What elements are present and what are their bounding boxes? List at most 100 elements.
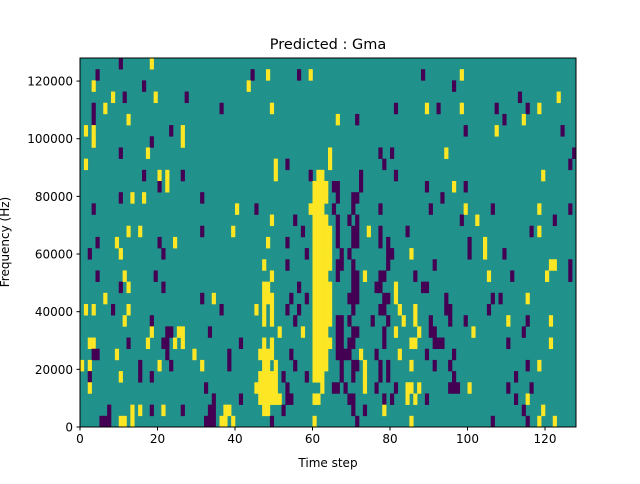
heatmap-cell-low	[227, 348, 232, 361]
heatmap-cell-low	[382, 326, 387, 338]
heatmap-cell-high	[366, 225, 371, 238]
heatmap-cell-high	[273, 393, 278, 405]
heatmap-cell-low	[111, 304, 116, 316]
heatmap-cell-high	[157, 359, 162, 372]
heatmap-cell-low	[448, 382, 453, 394]
heatmap-cell-low	[157, 181, 162, 193]
heatmap-cell-low	[331, 203, 337, 215]
heatmap-cell-high	[413, 304, 418, 316]
heatmap-cell-low	[347, 393, 352, 405]
heatmap-cell-low	[351, 259, 356, 271]
heatmap-cell-low	[517, 91, 523, 104]
heatmap-cell-high	[401, 315, 406, 327]
heatmap-cell-high	[316, 371, 321, 383]
heatmap-cell-low	[486, 304, 492, 316]
heatmap-cell-high	[324, 304, 329, 316]
heatmap-cell-high	[254, 304, 259, 316]
heatmap-cell-high	[312, 214, 317, 227]
heatmap-cell-low	[452, 371, 457, 383]
heatmap-cell-high	[262, 393, 267, 405]
heatmap-cell-low	[490, 292, 495, 305]
heatmap-cell-low	[506, 382, 511, 394]
heatmap-cell-high	[409, 415, 414, 428]
heatmap-cell-high	[231, 225, 236, 238]
heatmap-cell-high	[320, 203, 325, 215]
heatmap-cell-high	[246, 80, 251, 92]
heatmap-cell-high	[269, 371, 275, 383]
heatmap-cell-low	[552, 214, 557, 227]
heatmap-cell-low	[421, 69, 426, 81]
heatmap-cell-low	[502, 113, 507, 126]
heatmap-cell-high	[122, 415, 127, 428]
heatmap-cell-low	[335, 225, 340, 238]
heatmap-cell-low	[529, 382, 534, 394]
heatmap-cell-high	[537, 225, 542, 238]
x-tick-label: 20	[150, 432, 165, 446]
heatmap-cell-high	[227, 404, 232, 417]
heatmap-cell-low	[382, 270, 387, 282]
heatmap-cell-low	[390, 393, 395, 405]
heatmap-cell-high	[266, 236, 271, 249]
heatmap-cell-low	[153, 270, 158, 282]
heatmap-cell-low	[514, 393, 519, 405]
heatmap-cell-high	[506, 315, 511, 327]
heatmap-cell-low	[390, 147, 395, 159]
heatmap-cell-high	[122, 315, 127, 327]
heatmap-cell-high	[312, 359, 317, 372]
heatmap-cell-high	[541, 404, 546, 417]
heatmap-cell-low	[149, 315, 154, 327]
heatmap-cell-low	[207, 415, 213, 428]
heatmap-cell-high	[320, 236, 325, 249]
heatmap-cell-high	[258, 371, 263, 383]
heatmap-cell-low	[355, 225, 360, 238]
heatmap-cell-low	[374, 382, 379, 394]
heatmap-cell-low	[347, 337, 352, 350]
heatmap-cell-low	[335, 214, 340, 227]
heatmap-cell-high	[324, 326, 329, 338]
heatmap-cell-high	[87, 359, 92, 372]
heatmap-cell-low	[463, 181, 468, 193]
heatmap-cell-high	[316, 169, 321, 182]
heatmap-cell-high	[548, 337, 554, 350]
heatmap-cell-low	[440, 337, 445, 350]
heatmap-cell-high	[145, 147, 151, 159]
heatmap-cell-high	[393, 281, 399, 294]
heatmap-cell-high	[320, 337, 325, 350]
heatmap-cell-high	[273, 382, 278, 394]
heatmap-cell-high	[312, 415, 317, 428]
heatmap-cell-high	[328, 337, 333, 350]
heatmap-cell-high	[312, 236, 317, 249]
heatmap-cell-high	[111, 91, 116, 104]
heatmap-cell-high	[316, 337, 321, 350]
heatmap-cell-low	[335, 236, 340, 249]
heatmap-cell-low	[424, 181, 430, 193]
heatmap-cell-high	[122, 270, 127, 282]
heatmap-cell-low	[355, 270, 360, 282]
heatmap-cell-high	[483, 248, 488, 260]
heatmap-cell-high	[269, 214, 275, 227]
heatmap-cell-low	[355, 359, 360, 372]
heatmap-cell-high	[328, 225, 333, 238]
heatmap-cell-high	[312, 326, 317, 338]
heatmap-cell-low	[149, 371, 154, 383]
heatmap-cell-low	[87, 371, 92, 383]
heatmap-cell-low	[355, 236, 360, 249]
heatmap-cell-high	[545, 270, 550, 282]
y-tick-label: 80000	[35, 190, 73, 204]
heatmap-cell-low	[339, 326, 344, 338]
heatmap-cell-low	[359, 169, 364, 182]
heatmap-cell-low	[200, 225, 205, 238]
heatmap-cell-high	[328, 147, 333, 159]
heatmap-cell-low	[204, 382, 209, 394]
heatmap-cell-high	[91, 136, 96, 148]
heatmap-cell-high	[180, 125, 185, 137]
heatmap-cell-low	[180, 404, 185, 417]
y-tick-label: 20000	[35, 363, 73, 377]
heatmap-cell-high	[173, 337, 178, 350]
heatmap-cell-low	[424, 393, 430, 405]
heatmap-cell-low	[572, 147, 577, 159]
heatmap-cell-low	[339, 371, 344, 383]
heatmap-cell-low	[382, 304, 387, 316]
heatmap-cell-low	[521, 404, 526, 417]
heatmap-cell-high	[312, 292, 317, 305]
